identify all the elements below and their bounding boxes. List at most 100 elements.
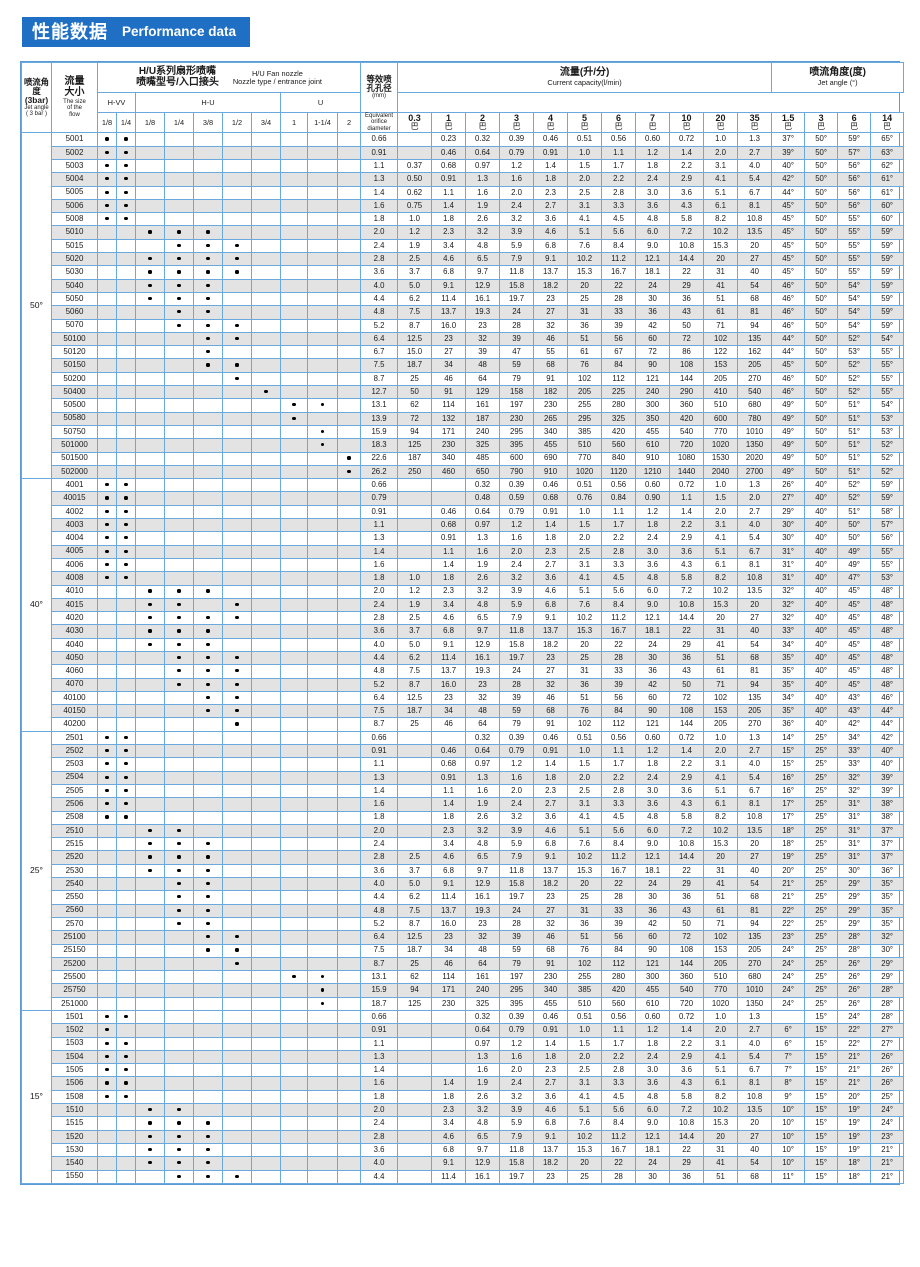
nozzle-dot-cell-1[interactable]	[116, 318, 136, 333]
nozzle-dot-cell-7[interactable]	[280, 557, 308, 573]
nozzle-dot-cell-9[interactable]	[336, 863, 362, 879]
nozzle-dot-cell-0[interactable]	[97, 983, 117, 998]
nozzle-dot-cell-7[interactable]	[280, 518, 308, 533]
nozzle-dot-cell-5[interactable]	[222, 823, 252, 839]
table-row[interactable]: 5008 1.8 1.0 1.8 2.6 3.2 3.6 4.1 4.5 4.8 5.8 8.2 10.…	[22, 212, 905, 227]
nozzle-dot-cell-6[interactable]	[251, 212, 281, 227]
nozzle-dot-cell-5[interactable]	[222, 956, 252, 972]
nozzle-dot-cell-7[interactable]	[280, 1116, 308, 1131]
nozzle-dot-cell-7[interactable]	[280, 305, 308, 320]
nozzle-dot-cell-0[interactable]	[97, 451, 117, 466]
nozzle-dot-cell-7[interactable]	[280, 198, 308, 214]
nozzle-dot-cell-9[interactable]	[336, 890, 362, 905]
model-cell[interactable]: 4001	[51, 478, 98, 493]
nozzle-dot-cell-5[interactable]	[222, 278, 252, 293]
nozzle-dot-cell-7[interactable]	[280, 132, 308, 147]
nozzle-dot-cell-5[interactable]	[222, 478, 252, 493]
table-row[interactable]: 50° 5001 0.66 0.23 0.32 0.39 0.46 0.51 0.56 0.60 0…	[21, 132, 905, 480]
nozzle-dot-cell-1[interactable]	[116, 158, 136, 174]
nozzle-dot-cell-8[interactable]	[307, 1063, 338, 1078]
nozzle-dot-cell-9[interactable]	[336, 956, 362, 972]
nozzle-dot-cell-5[interactable]	[222, 238, 252, 254]
nozzle-dot-cell-9[interactable]	[336, 398, 362, 413]
nozzle-dot-cell-4[interactable]	[193, 584, 223, 599]
nozzle-dot-cell-1[interactable]	[116, 664, 136, 679]
nozzle-dot-cell-3[interactable]	[164, 810, 194, 825]
nozzle-dot-cell-4[interactable]	[193, 464, 223, 480]
model-cell[interactable]: 4010	[51, 584, 98, 599]
nozzle-dot-cell-9[interactable]	[336, 544, 362, 559]
nozzle-dot-cell-4[interactable]	[193, 132, 223, 147]
nozzle-dot-cell-8[interactable]	[307, 584, 338, 599]
nozzle-dot-cell-2[interactable]	[135, 145, 165, 161]
nozzle-dot-cell-9[interactable]	[336, 970, 362, 985]
nozzle-dot-cell-0[interactable]	[97, 345, 117, 360]
nozzle-dot-cell-4[interactable]	[193, 305, 223, 320]
nozzle-dot-cell-8[interactable]	[307, 690, 338, 706]
table-row[interactable]: 5030 3.6 3.7 6.8 9.7 11.8 13.7 15.3 16.7 18.1 22 31…	[22, 265, 905, 280]
nozzle-dot-cell-2[interactable]	[135, 331, 165, 347]
nozzle-dot-cell-9[interactable]	[336, 823, 362, 839]
nozzle-dot-cell-4[interactable]	[193, 1089, 223, 1105]
nozzle-dot-cell-3[interactable]	[164, 504, 194, 520]
nozzle-dot-cell-3[interactable]	[164, 584, 194, 599]
nozzle-dot-cell-4[interactable]	[193, 411, 223, 426]
nozzle-dot-cell-8[interactable]	[307, 265, 338, 280]
nozzle-dot-cell-4[interactable]	[193, 1076, 223, 1091]
nozzle-dot-cell-9[interactable]	[336, 464, 362, 480]
nozzle-dot-cell-6[interactable]	[251, 1076, 281, 1091]
nozzle-dot-cell-7[interactable]	[280, 930, 308, 945]
nozzle-dot-cell-6[interactable]	[251, 544, 281, 559]
nozzle-dot-cell-4[interactable]	[193, 185, 223, 200]
nozzle-dot-cell-3[interactable]	[164, 943, 194, 958]
nozzle-dot-cell-8[interactable]	[307, 1142, 338, 1158]
nozzle-dot-cell-2[interactable]	[135, 810, 165, 825]
nozzle-dot-cell-0[interactable]	[97, 837, 117, 852]
model-cell[interactable]: 5006	[51, 198, 98, 214]
nozzle-dot-cell-5[interactable]	[222, 1142, 252, 1158]
nozzle-dot-cell-2[interactable]	[135, 837, 165, 852]
model-cell[interactable]: 501000	[51, 438, 98, 453]
nozzle-dot-cell-0[interactable]	[97, 677, 117, 692]
nozzle-dot-cell-1[interactable]	[116, 278, 136, 293]
nozzle-dot-cell-5[interactable]	[222, 438, 252, 453]
nozzle-dot-cell-4[interactable]	[193, 531, 223, 546]
nozzle-dot-cell-1[interactable]	[116, 451, 136, 466]
nozzle-dot-cell-9[interactable]	[336, 571, 362, 586]
nozzle-dot-cell-8[interactable]	[307, 557, 338, 573]
nozzle-dot-cell-7[interactable]	[280, 956, 308, 972]
nozzle-dot-cell-1[interactable]	[116, 624, 136, 639]
nozzle-dot-cell-6[interactable]	[251, 637, 281, 652]
nozzle-dot-cell-8[interactable]	[307, 571, 338, 586]
nozzle-dot-cell-2[interactable]	[135, 744, 165, 759]
nozzle-dot-cell-2[interactable]	[135, 1103, 165, 1118]
nozzle-dot-cell-1[interactable]	[116, 837, 136, 852]
nozzle-dot-cell-3[interactable]	[164, 544, 194, 559]
nozzle-dot-cell-7[interactable]	[280, 810, 308, 825]
nozzle-dot-cell-3[interactable]	[164, 650, 194, 666]
nozzle-dot-cell-3[interactable]	[164, 451, 194, 466]
model-cell[interactable]: 2502	[51, 744, 98, 759]
nozzle-dot-cell-0[interactable]	[97, 1049, 117, 1065]
table-row[interactable]: 2550 4.4 6.2 11.4 16.1 19.7 23 25 28 30 36 51 68 21° 2…	[22, 890, 905, 905]
table-row[interactable]: 5006 1.6 0.75 1.4 1.9 2.4 2.7 3.1 3.3 3.6 4.3 6.1 8.…	[22, 198, 905, 214]
nozzle-dot-cell-8[interactable]	[307, 650, 338, 666]
nozzle-dot-cell-9[interactable]	[336, 212, 362, 227]
nozzle-dot-cell-0[interactable]	[97, 757, 117, 772]
nozzle-dot-cell-1[interactable]	[116, 531, 136, 546]
nozzle-dot-cell-2[interactable]	[135, 1036, 165, 1051]
nozzle-dot-cell-0[interactable]	[97, 478, 117, 493]
nozzle-dot-cell-4[interactable]	[193, 877, 223, 892]
nozzle-dot-cell-6[interactable]	[251, 491, 281, 506]
nozzle-dot-cell-4[interactable]	[193, 943, 223, 958]
table-row[interactable]: 2510 2.0 2.3 3.2 3.9 4.6 5.1 5.6 6.0 7.2 10.2 13.5 1…	[22, 823, 905, 839]
nozzle-dot-cell-2[interactable]	[135, 185, 165, 200]
nozzle-dot-cell-5[interactable]	[222, 571, 252, 586]
nozzle-dot-cell-7[interactable]	[280, 265, 308, 280]
nozzle-dot-cell-1[interactable]	[116, 132, 136, 147]
nozzle-dot-cell-3[interactable]	[164, 145, 194, 161]
model-cell[interactable]: 2510	[51, 823, 98, 839]
nozzle-dot-cell-4[interactable]	[193, 198, 223, 214]
nozzle-dot-cell-0[interactable]	[97, 1156, 117, 1171]
nozzle-dot-cell-6[interactable]	[251, 424, 281, 440]
